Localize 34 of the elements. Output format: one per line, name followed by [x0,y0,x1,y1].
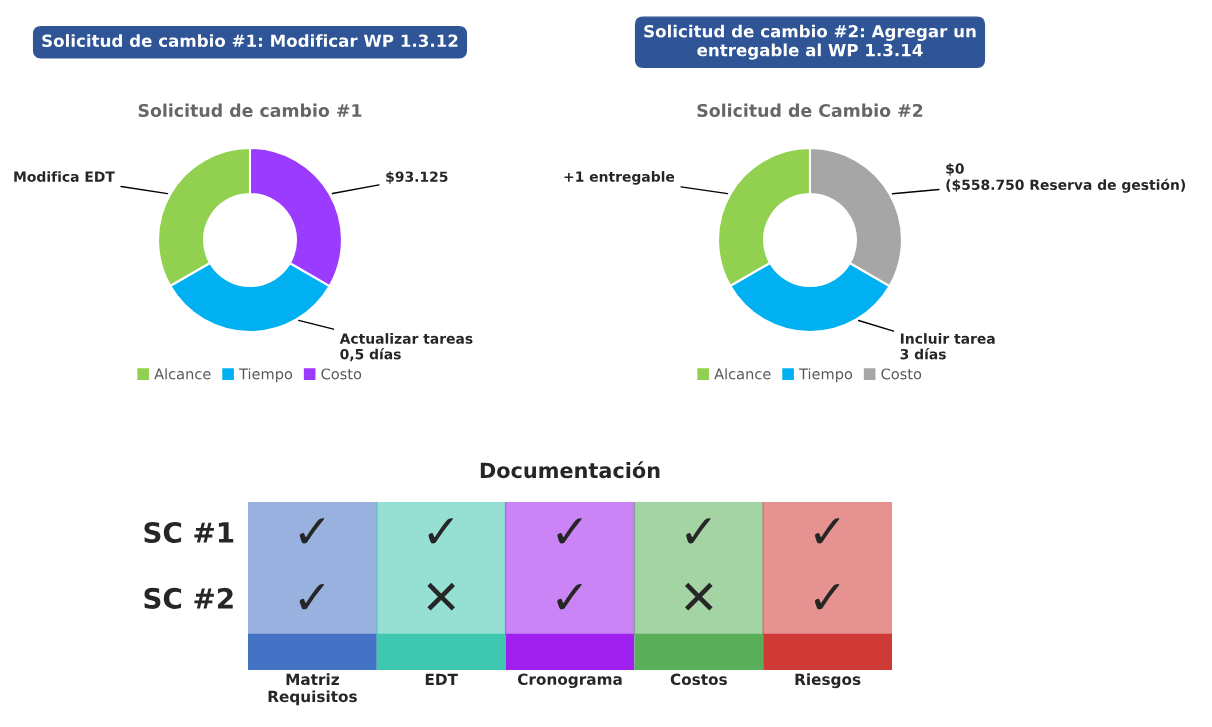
text: ✕ [684,582,713,611]
category-label: EDT [425,673,458,685]
text: ✕ [427,582,456,611]
chart-title: Solicitud de cambio #2: Agregar un entregable al WP 1.3.14 [644,24,976,60]
text: ✓ [814,584,840,610]
text: $93.125 [386,171,448,184]
text: ✓ [557,584,582,610]
text: Documentación [480,461,660,479]
text: ✓ [557,518,582,544]
legend-label: Costo [881,368,922,380]
legend-label: Tiempo [798,368,853,383]
category-label: Matriz Requisitos [268,673,357,706]
text: Actualizar tareas 0,5 días [339,333,473,362]
category-label: Costos [670,673,727,686]
text: ✓ [299,518,325,544]
category-label: SC #2 [144,587,233,609]
text: +1 entregable [564,171,675,185]
category-label: Riesgos [795,673,861,689]
category-label: SC #1 [144,521,234,543]
category-label: Cronograma [517,673,622,689]
text: ✓ [428,518,453,544]
chart-title: Solicitud de cambio #1: Modificar WP 1.3.12 [42,34,458,48]
chart-subtitle: Solicitud de Cambio #2 [697,103,923,118]
legend-label: Tiempo [238,368,293,383]
legend-label: Alcance [714,368,771,380]
text: ✓ [814,518,840,544]
chart-subtitle: Solicitud de cambio #1 [138,103,362,118]
legend-label: Costo [321,368,362,380]
text: Modifica EDT [14,171,115,182]
text: $0 ($558.750 Reserva de gestión) [946,163,1185,193]
text: ✓ [299,584,325,610]
text: Incluir tarea 3 días [900,333,995,360]
text: ✓ [686,518,711,544]
legend-label: Alcance [154,368,211,380]
